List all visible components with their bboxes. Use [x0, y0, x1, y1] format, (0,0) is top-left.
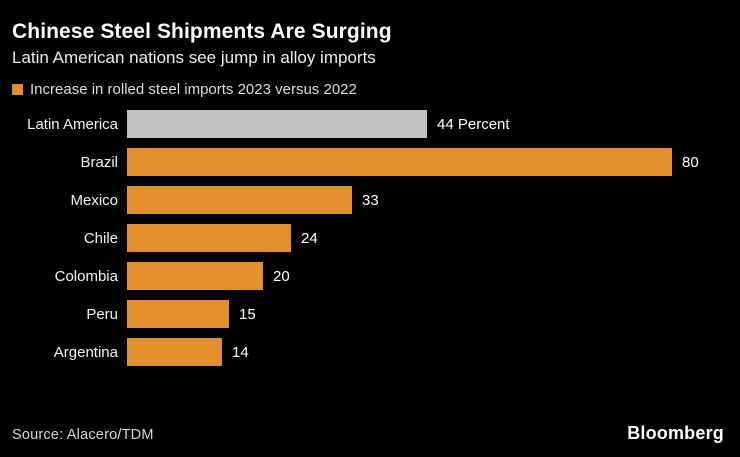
value-label: 15: [239, 305, 256, 323]
bar: [127, 300, 229, 328]
category-label: Brazil: [80, 153, 118, 171]
category-label: Peru: [86, 305, 118, 323]
legend-label: Increase in rolled steel imports 2023 ve…: [30, 81, 357, 98]
value-label: 24: [301, 229, 318, 247]
category-label: Colombia: [54, 267, 118, 285]
category-label: Argentina: [53, 343, 118, 361]
category-label: Mexico: [70, 191, 118, 209]
source-note: Source: Alacero/TDM: [12, 427, 154, 443]
value-label: 80: [682, 153, 699, 171]
bar: [127, 110, 427, 138]
category-label: Latin America: [27, 115, 118, 133]
bar: [127, 224, 291, 252]
bar-row: Colombia 20: [0, 262, 740, 290]
bar-rows: Latin America 44 Percent Brazil 80 Mexico 33 C…: [0, 110, 740, 366]
bar-chart: Latin America 44 Percent Brazil 80 Mexico 33 C…: [0, 110, 740, 376]
value-label: 44 Percent: [437, 115, 510, 133]
legend: Increase in rolled steel imports 2023 ve…: [12, 81, 357, 98]
bar-row: Mexico 33: [0, 186, 740, 214]
bar-row: Brazil 80: [0, 148, 740, 176]
value-label: 33: [362, 191, 379, 209]
bar-row: Chile 24: [0, 224, 740, 252]
category-label: Chile: [83, 229, 118, 247]
bar-row: Peru 15: [0, 300, 740, 328]
legend-swatch-icon: [12, 84, 23, 95]
bar-row: Argentina 14: [0, 338, 740, 366]
bar: [127, 338, 222, 366]
chart-title: Chinese Steel Shipments Are Surging: [12, 20, 392, 43]
bar-row: Latin America 44 Percent: [0, 110, 740, 138]
chart-subtitle: Latin American nations see jump in alloy…: [12, 48, 376, 67]
bar: [127, 148, 672, 176]
bloomberg-logo: Bloomberg: [627, 423, 724, 443]
bar: [127, 186, 352, 214]
value-label: 14: [232, 343, 249, 361]
bar: [127, 262, 263, 290]
value-label: 20: [273, 267, 290, 285]
